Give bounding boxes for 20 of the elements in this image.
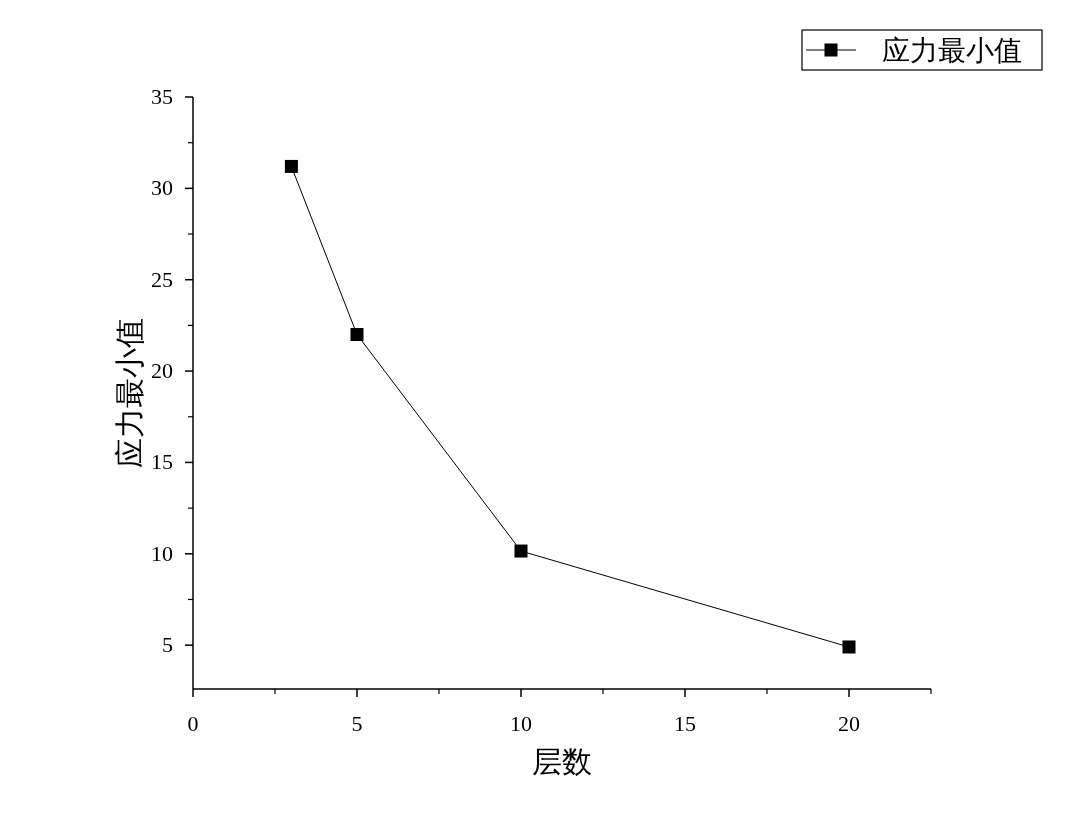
y-tick-label: 25 (151, 266, 173, 292)
point (842, 640, 856, 654)
point (284, 159, 298, 173)
x-tick-label: 15 (674, 711, 696, 736)
legend: 应力最小值 (801, 29, 1043, 71)
point (514, 544, 528, 558)
x-tick-label: 5 (351, 711, 363, 736)
y-tick-label: 35 (151, 84, 173, 109)
legend-label: 应力最小值 (882, 35, 1022, 66)
y-tick-label: 10 (151, 540, 173, 566)
point (350, 328, 364, 342)
y-tick-label: 20 (151, 358, 173, 384)
x-tick-label: 20 (838, 711, 860, 736)
xlabel: 层数 (532, 745, 592, 778)
y-tick-label: 30 (151, 175, 173, 201)
ylabel: 应力最小值 (113, 318, 146, 468)
x-tick-label: 10 (510, 711, 532, 736)
x-tick-label: 0 (187, 711, 199, 736)
y-tick-label: 5 (162, 632, 173, 658)
y-tick-label: 15 (151, 449, 173, 475)
